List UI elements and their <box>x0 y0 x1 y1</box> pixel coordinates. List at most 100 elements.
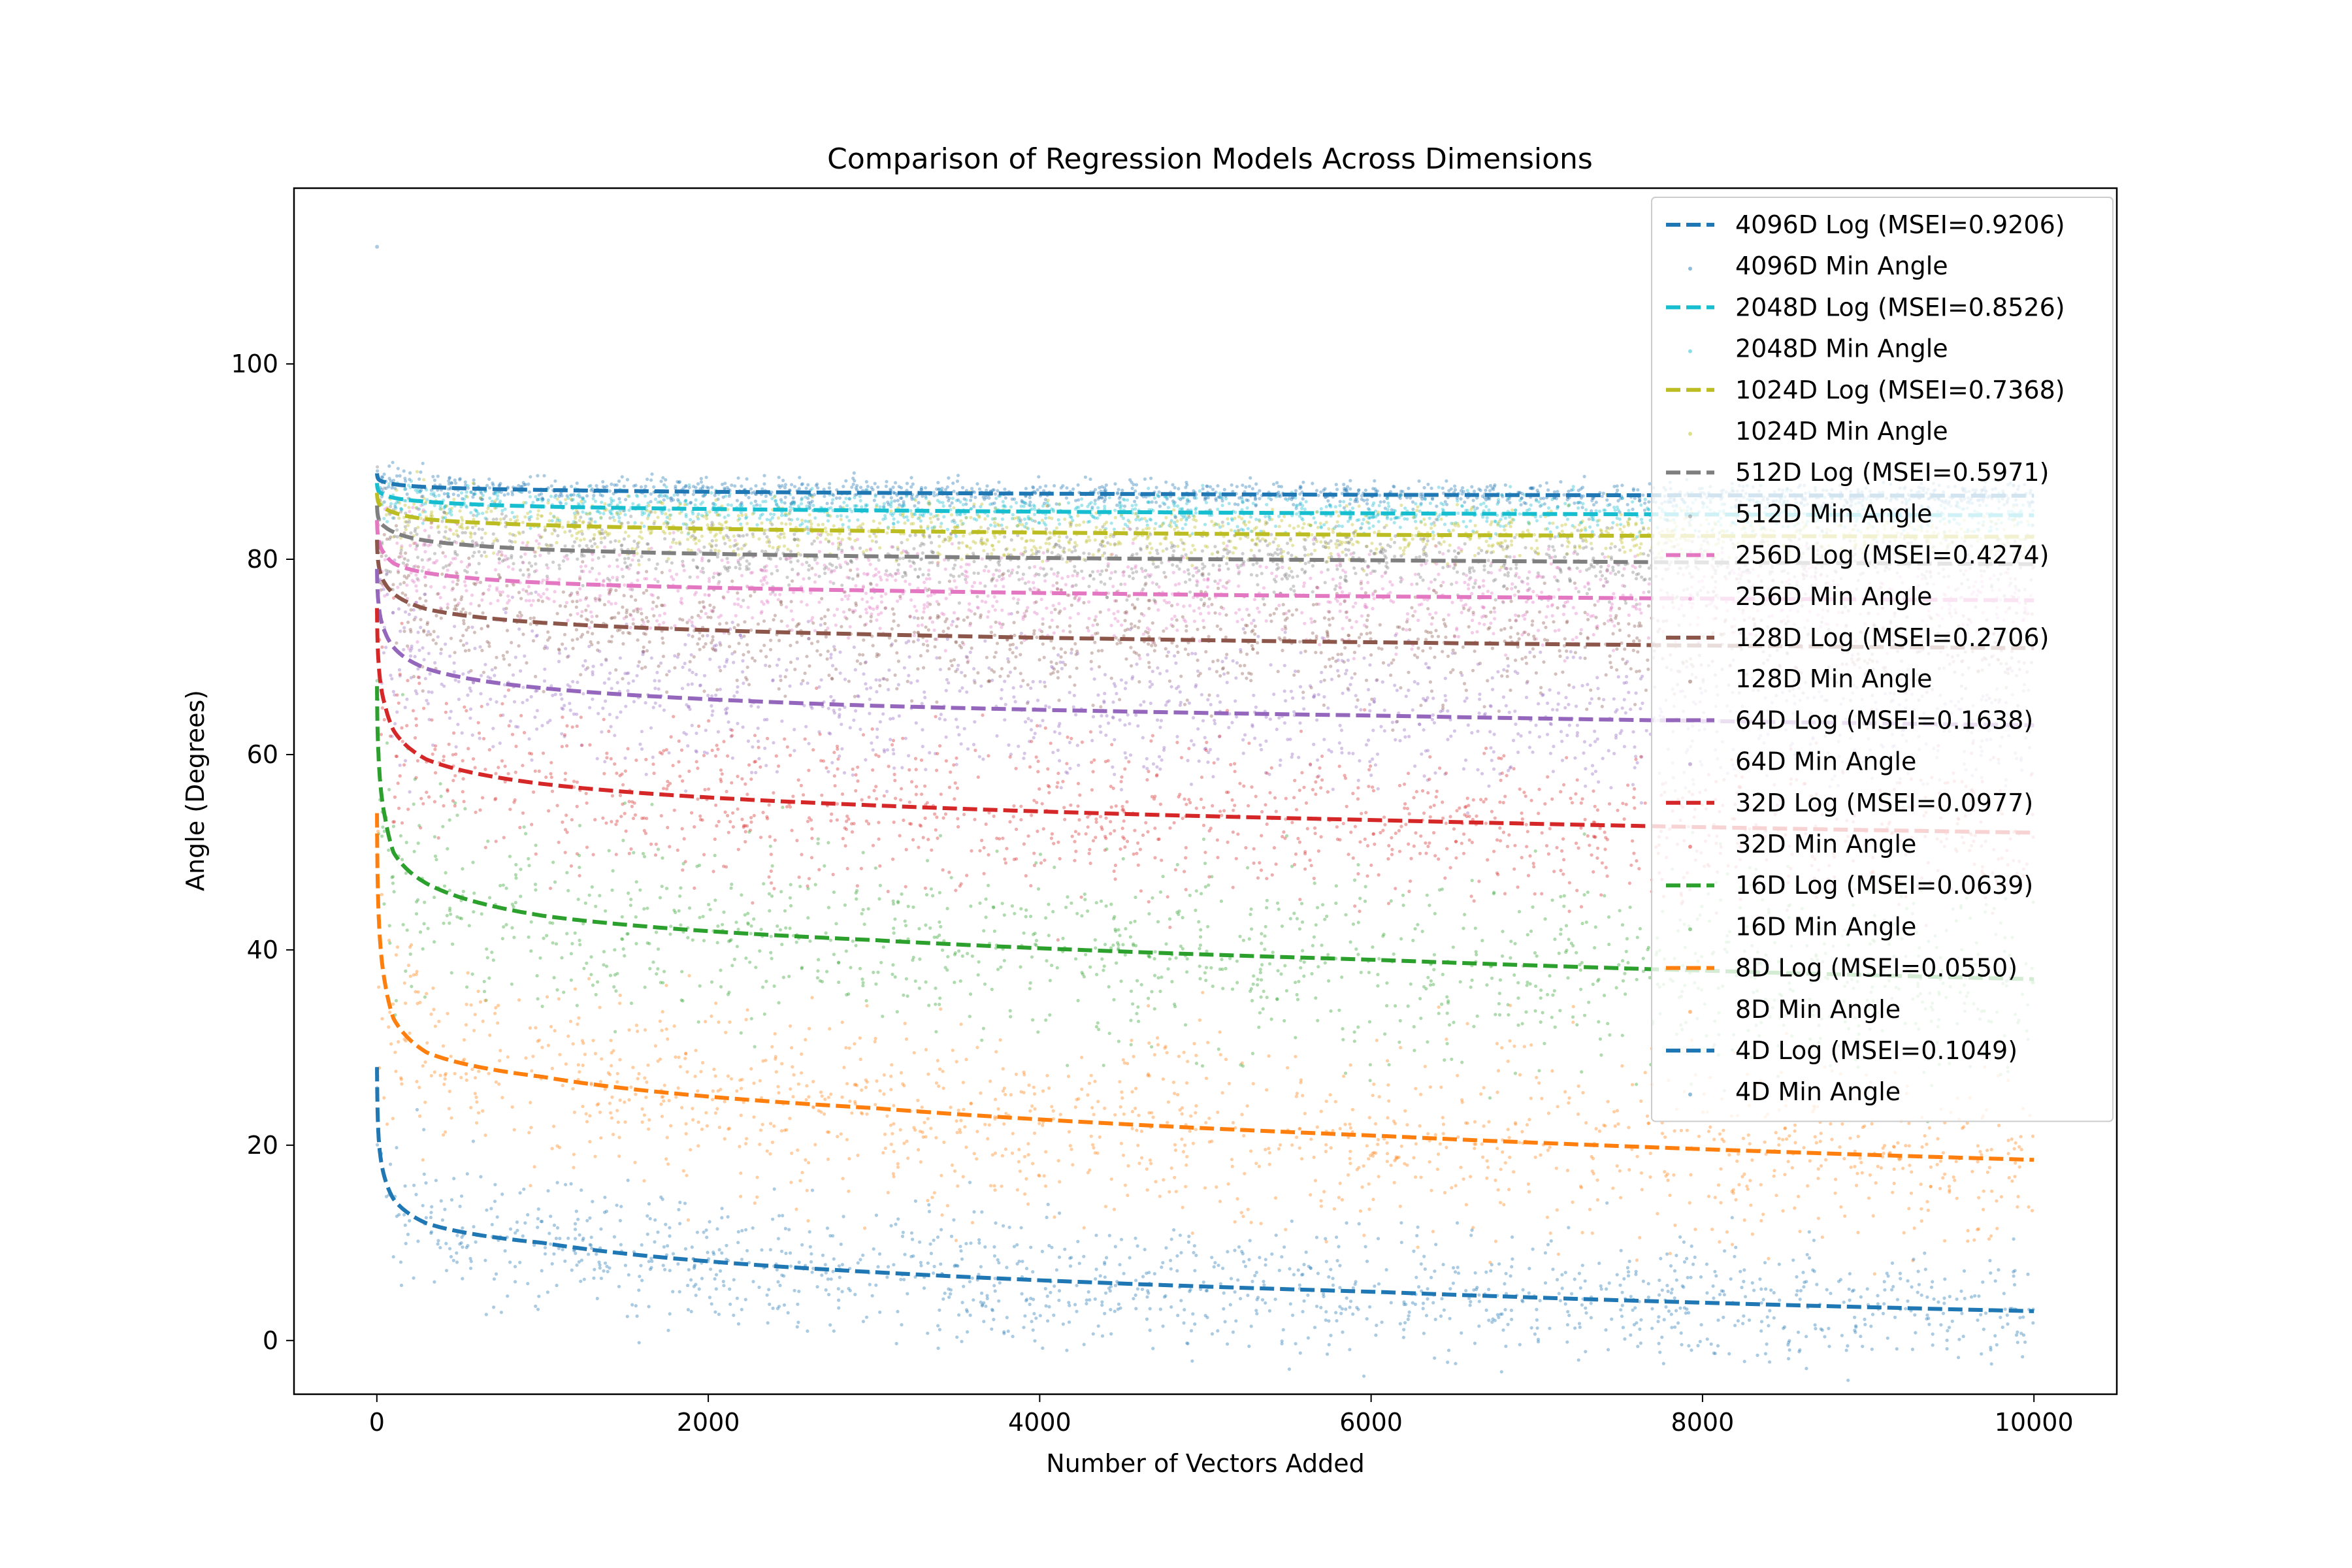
scatter-point <box>402 469 406 473</box>
scatter-point <box>595 545 599 549</box>
scatter-point <box>808 564 811 568</box>
scatter-point <box>581 583 585 587</box>
scatter-point <box>1328 503 1331 507</box>
scatter-point <box>1594 500 1598 504</box>
scatter-point <box>1526 529 1530 532</box>
scatter-point <box>1357 504 1361 508</box>
scatter-point <box>937 534 941 538</box>
scatter-point <box>907 559 911 563</box>
scatter-point <box>487 486 492 490</box>
scatter-point <box>382 486 386 490</box>
scatter-point <box>1076 514 1080 518</box>
scatter-point <box>1024 549 1028 553</box>
scatter-point <box>899 486 904 490</box>
scatter-point <box>1220 496 1224 500</box>
scatter-point <box>1387 504 1391 508</box>
scatter-point <box>1013 497 1017 501</box>
scatter-point <box>1246 498 1250 502</box>
scatter-point <box>542 474 546 478</box>
scatter-point <box>529 527 532 531</box>
scatter-point <box>1437 515 1441 519</box>
scatter-point <box>1120 488 1124 493</box>
scatter-point <box>1134 503 1138 507</box>
scatter-point <box>1272 590 1276 594</box>
scatter-point <box>1065 486 1069 490</box>
scatter-point <box>1335 520 1339 524</box>
scatter-point <box>1542 497 1546 500</box>
scatter-point <box>1093 502 1097 506</box>
scatter-point <box>1032 489 1036 494</box>
scatter-point <box>832 524 836 528</box>
scatter-point <box>986 552 990 556</box>
scatter-point <box>519 485 523 489</box>
scatter-point <box>1484 550 1488 555</box>
scatter-point <box>1303 538 1307 542</box>
scatter-point <box>1047 531 1052 534</box>
scatter-point <box>678 542 682 546</box>
scatter-point <box>1333 505 1337 509</box>
scatter-point <box>1164 515 1168 520</box>
scatter-point <box>1379 500 1382 504</box>
scatter-point <box>602 555 606 559</box>
scatter-point <box>485 483 489 487</box>
scatter-point <box>824 530 828 534</box>
scatter-point <box>1610 526 1614 530</box>
scatter-point <box>613 483 617 487</box>
scatter-point <box>491 481 495 485</box>
scatter-point <box>1045 572 1049 576</box>
scatter-point <box>405 492 409 497</box>
scatter-point <box>1625 520 1629 524</box>
scatter-point <box>1249 476 1252 480</box>
scatter-point <box>1344 489 1348 493</box>
scatter-point <box>1588 525 1592 529</box>
scatter-point <box>826 540 831 544</box>
scatter-point <box>631 502 635 506</box>
scatter-point <box>1422 485 1426 490</box>
scatter-point <box>498 517 502 521</box>
scatter-point <box>1485 516 1489 520</box>
scatter-point <box>878 505 882 509</box>
scatter-point <box>938 544 941 548</box>
scatter-point <box>1066 501 1071 505</box>
scatter-point <box>595 510 599 514</box>
scatter-point <box>1194 508 1198 512</box>
scatter-point <box>1020 498 1024 503</box>
scatter-point <box>1002 504 1006 508</box>
scatter-point <box>1204 500 1209 504</box>
scatter-point <box>1118 500 1122 504</box>
scatter-point <box>1295 503 1299 507</box>
scatter-point <box>1235 525 1239 529</box>
scatter-point <box>990 502 994 506</box>
scatter-point <box>750 491 754 495</box>
scatter-point <box>1418 555 1422 559</box>
scatter-point <box>653 497 658 501</box>
scatter-point <box>1108 576 1112 581</box>
scatter-point <box>1389 537 1393 542</box>
scatter-point <box>851 577 855 581</box>
scatter-point <box>810 487 814 491</box>
scatter-point <box>1280 519 1284 523</box>
scatter-point <box>1506 571 1510 575</box>
scatter-point <box>662 483 666 487</box>
scatter-point <box>543 529 547 532</box>
scatter-point <box>847 519 851 523</box>
scatter-point <box>1145 527 1149 531</box>
scatter-point <box>1090 570 1095 574</box>
scatter-point <box>419 495 424 498</box>
scatter-point <box>981 542 985 546</box>
scatter-point <box>1511 508 1514 512</box>
scatter-point <box>592 493 596 498</box>
scatter-point <box>787 512 791 516</box>
scatter-point <box>700 486 704 490</box>
scatter-point <box>1618 527 1622 531</box>
scatter-point <box>1191 544 1195 547</box>
scatter-point <box>758 504 762 508</box>
scatter-point <box>498 483 502 487</box>
scatter-point <box>1044 484 1048 488</box>
scatter-point <box>1595 523 1599 527</box>
scatter-point <box>845 504 849 508</box>
scatter-point <box>1102 551 1107 555</box>
scatter-point <box>1192 489 1196 493</box>
scatter-point <box>483 550 487 554</box>
scatter-point <box>496 539 500 543</box>
